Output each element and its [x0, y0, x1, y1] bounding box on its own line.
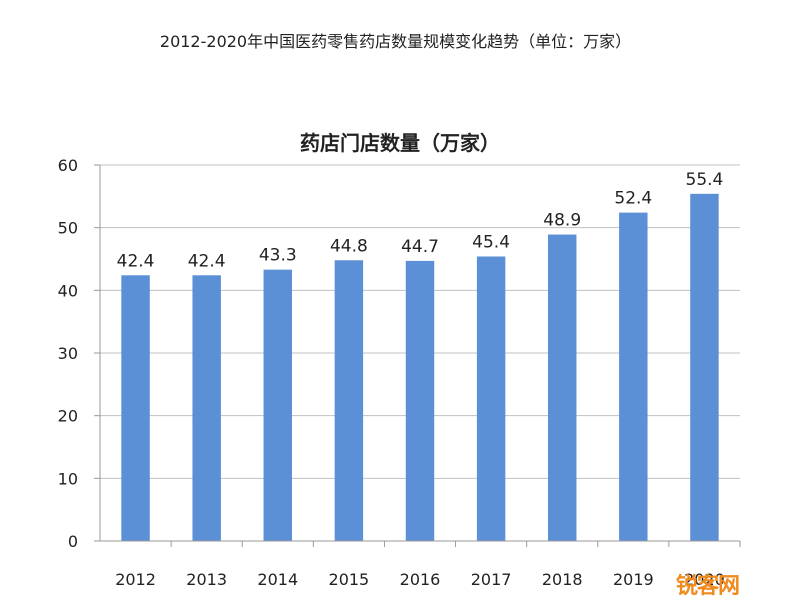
data-label: 52.4: [614, 189, 652, 209]
bar: [263, 269, 292, 541]
y-tick-label: 0: [68, 532, 78, 551]
data-label: 55.4: [686, 170, 724, 190]
y-tick-label: 40: [58, 281, 78, 300]
x-tick-label: 2014: [257, 570, 298, 589]
data-label: 43.3: [259, 246, 297, 266]
x-tick-label: 2013: [186, 570, 227, 589]
x-tick-label: 2016: [400, 570, 441, 589]
data-label: 44.8: [330, 236, 368, 256]
x-tick-label: 2017: [471, 570, 512, 589]
data-label: 45.4: [472, 232, 510, 252]
bar: [548, 234, 577, 541]
chart-title: 药店门店数量（万家）: [300, 131, 500, 155]
bar: [690, 193, 719, 541]
x-tick-label: 2018: [542, 570, 583, 589]
x-tick-label: 2020: [684, 570, 725, 589]
bar: [121, 275, 150, 541]
x-tick-label: 2019: [613, 570, 654, 589]
y-tick-label: 10: [58, 469, 78, 488]
bar: [192, 275, 221, 541]
data-labels: 42.4 42.4 43.3 44.8 44.7 45.4 48.9 52.4 55.4: [117, 170, 724, 271]
data-label: 42.4: [188, 251, 226, 271]
bar: [405, 260, 435, 541]
y-tick-label: 50: [58, 219, 78, 238]
bar: [619, 212, 648, 542]
y-tick-label: 30: [58, 344, 78, 363]
data-label: 48.9: [543, 211, 581, 231]
y-axis-ticks: 0 10 20 30 40 50 60: [58, 156, 100, 551]
bars: [121, 193, 719, 542]
data-label: 42.4: [117, 251, 155, 271]
y-tick-label: 20: [58, 407, 78, 426]
bar: [334, 260, 364, 541]
page-caption: 2012-2020年中国医药零售药店数量规模变化趋势（单位：万家）: [159, 32, 632, 51]
x-tick-label: 2012: [115, 570, 156, 589]
y-tick-label: 60: [58, 156, 78, 175]
data-label: 44.7: [401, 237, 439, 257]
watermark-logo: 锐客网: [676, 574, 740, 599]
bar: [476, 256, 506, 541]
x-tick-label: 2015: [329, 570, 370, 589]
x-axis-ticks: 2012 2013 2014 2015 2016 2017 2018 2019 2020: [115, 541, 741, 589]
